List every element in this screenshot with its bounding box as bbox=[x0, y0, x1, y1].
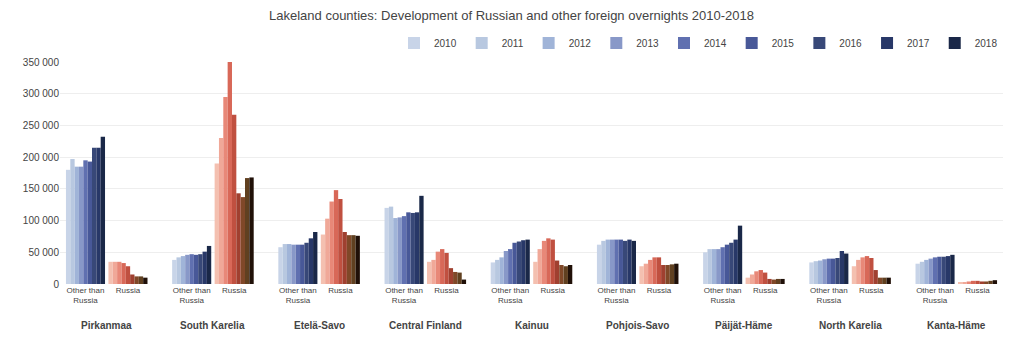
svg-text:Kanta-Häme: Kanta-Häme bbox=[927, 320, 986, 331]
svg-text:Pohjois-Savo: Pohjois-Savo bbox=[606, 320, 669, 331]
svg-text:100 000: 100 000 bbox=[23, 215, 60, 226]
svg-text:0: 0 bbox=[53, 279, 59, 290]
svg-text:Other thanRussia: Other thanRussia bbox=[385, 286, 423, 305]
svg-text:2015: 2015 bbox=[772, 38, 795, 49]
svg-text:Kainuu: Kainuu bbox=[515, 320, 549, 331]
svg-text:2014: 2014 bbox=[704, 38, 727, 49]
svg-text:Päijät-Häme: Päijät-Häme bbox=[715, 320, 773, 331]
svg-text:300 000: 300 000 bbox=[23, 88, 60, 99]
svg-text:South Karelia: South Karelia bbox=[180, 320, 245, 331]
svg-text:Russia: Russia bbox=[328, 286, 353, 295]
svg-text:Other thanRussia: Other thanRussia bbox=[916, 286, 954, 305]
svg-text:Other thanRussia: Other thanRussia bbox=[67, 286, 105, 305]
svg-text:Russia: Russia bbox=[859, 286, 884, 295]
svg-text:Other thanRussia: Other thanRussia bbox=[704, 286, 742, 305]
svg-text:Etelä-Savo: Etelä-Savo bbox=[294, 320, 345, 331]
svg-text:250 000: 250 000 bbox=[23, 120, 60, 131]
svg-text:2016: 2016 bbox=[839, 38, 862, 49]
svg-text:150 000: 150 000 bbox=[23, 183, 60, 194]
svg-text:2017: 2017 bbox=[907, 38, 930, 49]
svg-text:350 000: 350 000 bbox=[23, 57, 60, 68]
svg-text:Other thanRussia: Other thanRussia bbox=[279, 286, 317, 305]
svg-text:Lakeland counties: Development: Lakeland counties: Development of Russia… bbox=[269, 8, 754, 23]
svg-text:2010: 2010 bbox=[434, 38, 457, 49]
svg-text:Other thanRussia: Other thanRussia bbox=[173, 286, 211, 305]
svg-text:North Karelia: North Karelia bbox=[819, 320, 882, 331]
svg-text:Russia: Russia bbox=[434, 286, 459, 295]
svg-text:Russia: Russia bbox=[965, 286, 990, 295]
svg-text:Russia: Russia bbox=[116, 286, 141, 295]
svg-text:2018: 2018 bbox=[975, 38, 998, 49]
svg-text:Russia: Russia bbox=[541, 286, 566, 295]
svg-text:Other thanRussia: Other thanRussia bbox=[491, 286, 529, 305]
svg-text:Other thanRussia: Other thanRussia bbox=[598, 286, 636, 305]
svg-text:50 000: 50 000 bbox=[28, 247, 59, 258]
svg-text:Russia: Russia bbox=[753, 286, 778, 295]
svg-text:200 000: 200 000 bbox=[23, 152, 60, 163]
svg-text:Other thanRussia: Other thanRussia bbox=[810, 286, 848, 305]
svg-text:2013: 2013 bbox=[636, 38, 659, 49]
svg-text:Russia: Russia bbox=[222, 286, 247, 295]
svg-text:Pirkanmaa: Pirkanmaa bbox=[81, 320, 132, 331]
svg-text:Russia: Russia bbox=[647, 286, 672, 295]
svg-text:2012: 2012 bbox=[569, 38, 592, 49]
svg-text:Central Finland: Central Finland bbox=[389, 320, 462, 331]
svg-text:2011: 2011 bbox=[502, 38, 524, 49]
